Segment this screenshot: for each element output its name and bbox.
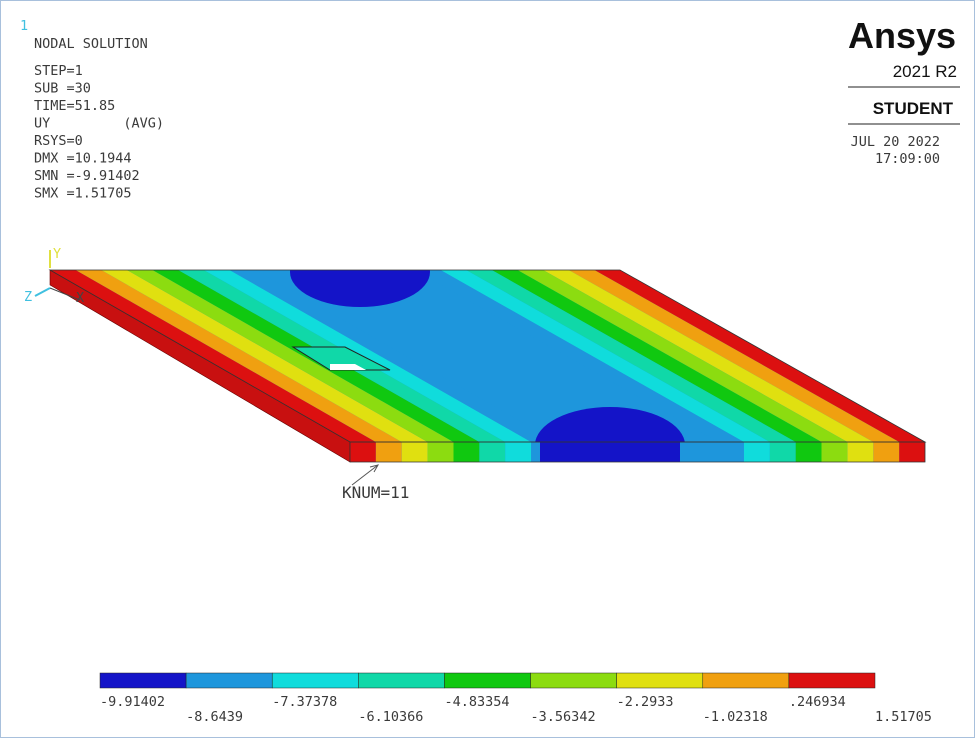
edition: STUDENT <box>873 99 954 118</box>
legend-label: -3.56342 <box>531 709 596 725</box>
legend-label: -6.10366 <box>358 709 423 725</box>
contour-band <box>229 270 558 442</box>
contour-band <box>795 442 822 462</box>
contour-band <box>847 442 874 462</box>
contour-band <box>427 442 454 462</box>
legend-band <box>271 672 359 689</box>
legend-band <box>788 672 876 689</box>
time: 17:09:00 <box>875 151 940 167</box>
solution-title: NODAL SOLUTION <box>34 36 148 52</box>
contour-min-zone <box>290 270 430 307</box>
contour-band <box>873 442 900 462</box>
legend-label: .246934 <box>789 694 846 710</box>
date: JUL 20 2022 <box>851 134 940 150</box>
contour-legend: -9.91402 -8.6439 -7.37378 -6.10366 -4.83354 -… <box>99 672 932 725</box>
legend-label: -4.83354 <box>444 694 509 710</box>
plate-top <box>50 270 925 442</box>
contour-band <box>479 442 506 462</box>
legend-band <box>358 672 445 689</box>
brand-logo: Ansys <box>848 15 956 56</box>
legend-label: -7.37378 <box>272 694 337 710</box>
triad-axis <box>34 287 51 297</box>
triad-label: Z <box>24 289 32 305</box>
contour-band <box>350 442 376 462</box>
legend-label: -8.6439 <box>186 709 243 725</box>
contour-band <box>743 442 770 462</box>
contour-band <box>718 442 744 462</box>
triad-label: X <box>76 290 84 306</box>
contour-band <box>101 270 428 442</box>
legend-band <box>702 672 790 689</box>
hole-gap <box>330 364 366 370</box>
contour-band <box>50 270 376 442</box>
contour-band <box>505 442 532 462</box>
version: 2021 R2 <box>893 62 957 81</box>
contour-band <box>899 442 925 462</box>
triad-label: Y <box>53 246 61 262</box>
hole <box>291 346 391 371</box>
contour-band <box>466 270 796 442</box>
contour-band <box>821 442 848 462</box>
info-line: UY (AVG) <box>34 116 164 132</box>
contour-band <box>769 442 796 462</box>
legend-band <box>185 672 273 689</box>
legend-label: -1.02318 <box>703 709 768 725</box>
legend-band <box>530 672 617 689</box>
legend-label: 1.51705 <box>875 709 932 725</box>
contour-band <box>453 442 480 462</box>
plate-outline <box>349 441 926 463</box>
node-label: KNUM=11 <box>342 483 409 502</box>
info-line: SUB =30 <box>34 81 91 97</box>
node-pointer <box>351 464 379 486</box>
info-line: RSYS=0 <box>34 133 83 149</box>
info-line: SMX =1.51705 <box>34 186 132 202</box>
contour-band <box>568 270 900 442</box>
legend-label: -2.2933 <box>617 694 674 710</box>
contour-band <box>401 442 428 462</box>
contour-band <box>375 442 402 462</box>
info-line: STEP=1 <box>34 63 83 79</box>
contour-min-zone <box>535 407 685 442</box>
contour-band <box>203 270 532 442</box>
info-line: TIME=51.85 <box>34 98 115 114</box>
legend-label: -9.91402 <box>100 694 165 710</box>
info-line: DMX =10.1944 <box>34 151 132 167</box>
legend-band <box>616 672 704 689</box>
window-number: 1 <box>20 18 28 34</box>
info-line: SMN =-9.91402 <box>34 168 140 184</box>
contour-band <box>594 270 925 442</box>
triad-axis <box>49 287 81 301</box>
contour-band <box>491 270 822 442</box>
contour-band <box>543 270 874 442</box>
contour-band <box>414 270 744 442</box>
contour-band <box>440 270 770 442</box>
contour-band <box>126 270 454 442</box>
contour-band <box>517 270 848 442</box>
node-pointer-head <box>369 464 380 473</box>
contour-band <box>75 270 402 442</box>
contour-min-zone <box>540 442 680 462</box>
legend-band <box>444 672 531 689</box>
plate-front <box>350 442 925 462</box>
legend-band <box>99 672 187 689</box>
